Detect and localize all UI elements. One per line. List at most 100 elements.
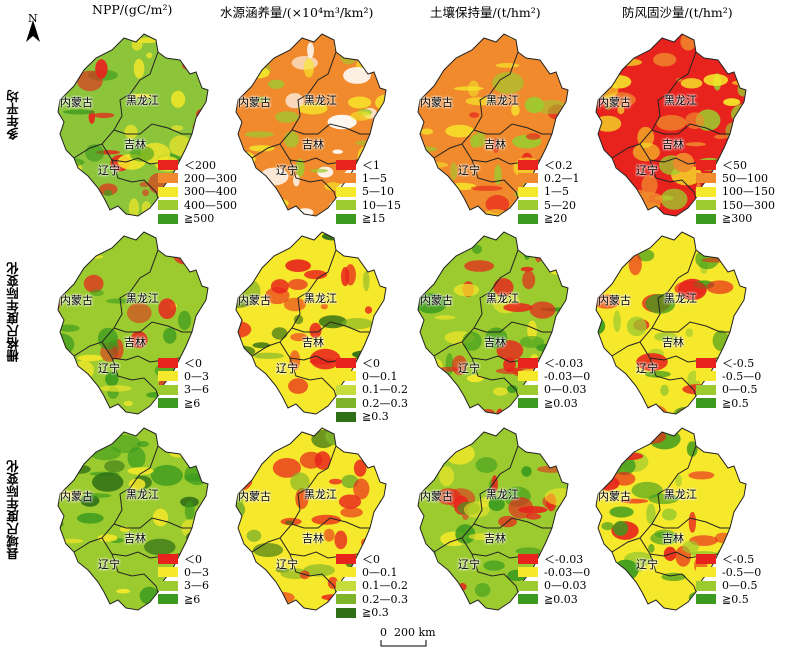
- region-patch: [418, 546, 437, 560]
- region-patch: [656, 115, 687, 131]
- region-patch: [439, 466, 455, 487]
- legend-label: ≧300: [722, 212, 753, 226]
- map-panel-r2-c2: 内蒙古 黑龙江 吉林 辽宁 ＜0 0—0.1 0.1—0.2 0.2—0.3 ≧0.3: [218, 228, 408, 433]
- legend-item: -0.03—0: [518, 566, 590, 580]
- region-patch: [338, 494, 362, 509]
- region-patch: [236, 354, 254, 372]
- province-border: [651, 321, 730, 333]
- province-label-heilongjiang: 黑龙江: [664, 292, 697, 305]
- region-patch: [268, 79, 285, 89]
- region-patch: [581, 202, 596, 212]
- province-label-neimenggu: 内蒙古: [598, 294, 631, 307]
- legend-item: ≧300: [696, 212, 775, 226]
- legend: ＜0.2 0.2—1 1—5 5—20 ≧20: [518, 158, 580, 226]
- region-patch: [418, 293, 447, 314]
- province-border: [473, 517, 552, 529]
- legend-swatch: [158, 173, 178, 184]
- province-border: [73, 445, 159, 553]
- region-patch: [596, 253, 627, 268]
- region-patch: [548, 263, 568, 276]
- region-patch: [596, 242, 610, 252]
- region-outline: [417, 427, 569, 611]
- region-patch: [253, 96, 270, 103]
- province-label-heilongjiang: 黑龙江: [664, 488, 697, 501]
- region-patch: [418, 274, 431, 280]
- region-map: [417, 427, 569, 611]
- province-border: [473, 123, 552, 135]
- legend-swatch: [158, 594, 178, 605]
- region-patch: [492, 72, 524, 94]
- province-border: [113, 123, 192, 135]
- region-patch: [58, 490, 85, 498]
- legend-swatch: [158, 186, 178, 197]
- region-patch: [97, 327, 118, 350]
- region-patch: [661, 508, 677, 521]
- province-label-heilongjiang: 黑龙江: [126, 94, 159, 107]
- region-patch: [620, 498, 649, 504]
- region-patch: [236, 331, 239, 345]
- region-patch: [87, 237, 109, 243]
- region-patch: [701, 257, 729, 263]
- region-patch: [527, 320, 537, 341]
- region-outline: [57, 231, 209, 415]
- province-border: [113, 517, 192, 529]
- legend: ＜0 0—0.1 0.1—0.2 0.2—0.3 ≧0.3: [336, 356, 408, 424]
- region-patch: [483, 560, 505, 571]
- map-panel-r1-c4: 内蒙古 黑龙江 吉林 辽宁 ＜50 50—100 100—150 150—300 ≧300: [578, 30, 775, 235]
- legend-swatch: [696, 594, 716, 605]
- province-label-jilin: 吉林: [484, 336, 506, 349]
- legend-swatch: [158, 567, 178, 578]
- region-patch: [109, 434, 142, 454]
- legend-swatch: [696, 213, 716, 224]
- province-border: [291, 321, 370, 333]
- region-patch: [74, 232, 90, 247]
- region-patch: [680, 78, 703, 89]
- region-patch: [464, 260, 494, 272]
- legend-item: 0.2—0.3: [336, 397, 408, 411]
- map-panel-r2-c1: 内蒙古 黑龙江 吉林 辽宁 ＜0 0—3 3—6 ≧6: [40, 228, 230, 433]
- province-border: [251, 445, 337, 553]
- region-patch: [418, 592, 425, 610]
- region-patch: [252, 342, 270, 349]
- region-patch: [609, 506, 634, 518]
- region-patch: [343, 67, 371, 84]
- legend-item: 50—100: [696, 172, 775, 186]
- region-patch: [252, 543, 284, 557]
- legend-label: ＜50: [722, 158, 747, 172]
- region-patch: [596, 232, 606, 246]
- legend-label: -0.03—0: [544, 565, 591, 579]
- region-patch: [653, 52, 677, 67]
- legend-item: 200—300: [158, 172, 237, 186]
- region-patch: [364, 306, 373, 314]
- region-patch: [92, 472, 124, 492]
- region-patch: [453, 283, 480, 297]
- province-label-jilin: 吉林: [484, 138, 506, 151]
- scale-bar-start: 0: [380, 626, 387, 639]
- legend-swatch: [696, 384, 716, 395]
- region-patch: [493, 387, 508, 396]
- region-map: [417, 33, 569, 217]
- legend-label: 300—400: [184, 185, 237, 199]
- legend-label: 3—6: [184, 383, 209, 397]
- region-patch: [98, 183, 118, 196]
- province-border: [473, 321, 552, 333]
- legend-label: ＜0: [184, 356, 202, 370]
- region-patch: [507, 385, 518, 393]
- legend-item: ＜0: [158, 552, 209, 566]
- province-border: [611, 249, 697, 357]
- legend-label: -0.5—0: [722, 565, 762, 579]
- region-map: [57, 33, 209, 217]
- legend-item: 5—10: [336, 185, 401, 199]
- province-border: [471, 159, 519, 199]
- region-map: [581, 33, 747, 217]
- region-patch: [332, 149, 343, 154]
- region-patch: [116, 588, 131, 594]
- region-patch: [238, 593, 257, 601]
- region-patch: [93, 112, 115, 119]
- legend-label: 50—100: [722, 171, 768, 185]
- legend-swatch: [696, 398, 716, 409]
- region-patch: [77, 70, 103, 92]
- legend: ＜0 0—3 3—6 ≧6: [158, 552, 209, 606]
- province-border: [73, 51, 159, 159]
- map-panel-r1-c1: 内蒙古 黑龙江 吉林 辽宁 ＜200 200—300 300—400 400—500 ≧500: [40, 30, 237, 235]
